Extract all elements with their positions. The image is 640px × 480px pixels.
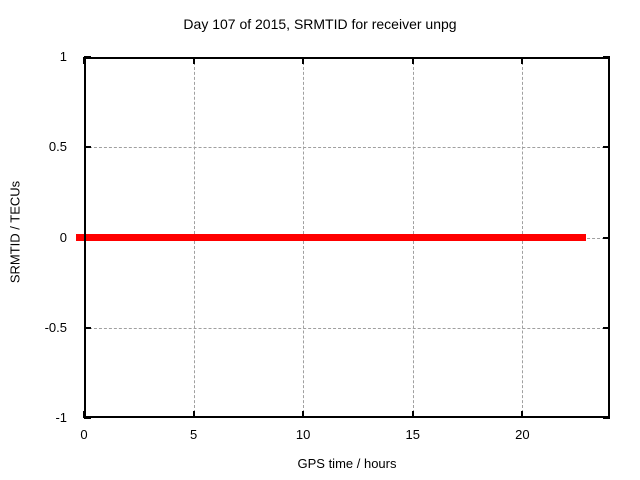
y-tick-label: -1 (55, 410, 67, 425)
x-tick-mark (192, 57, 195, 64)
x-tick-mark (411, 57, 414, 64)
x-tick-label: 5 (189, 427, 198, 442)
x-tick-mark (192, 411, 195, 418)
x-tick-label: 15 (405, 427, 420, 442)
y-tick-mark (84, 417, 91, 419)
x-tick-label: 20 (515, 427, 530, 442)
x-tick-mark (411, 411, 414, 418)
y-tick-mark (603, 326, 610, 329)
x-tick-label: 10 (295, 427, 311, 442)
y-tick-label: -0.5 (44, 319, 67, 335)
y-gridline (84, 147, 610, 149)
series-layer (76, 57, 610, 418)
x-tick-mark (302, 57, 305, 64)
y-gridline (84, 327, 610, 329)
y-tick-mark (603, 417, 610, 419)
x-tick-mark (302, 411, 305, 418)
x-tick-label: 0 (80, 427, 88, 442)
y-tick-mark (84, 146, 91, 149)
y-tick-mark (603, 236, 610, 239)
data-series-line (76, 234, 586, 241)
y-tick-label: 0.5 (48, 139, 67, 155)
plot-area (76, 56, 610, 419)
y-tick-mark (84, 326, 91, 329)
chart-title: Day 107 of 2015, SRMTID for receiver unp… (183, 16, 457, 32)
y-tick-label: 1 (59, 49, 67, 64)
x-tick-mark (521, 57, 524, 64)
x-axis-label: GPS time / hours (297, 456, 397, 471)
y-tick-label: 0 (59, 229, 67, 245)
plot-border (84, 57, 610, 418)
y-tick-mark (603, 146, 610, 149)
x-tick-mark (521, 411, 524, 418)
